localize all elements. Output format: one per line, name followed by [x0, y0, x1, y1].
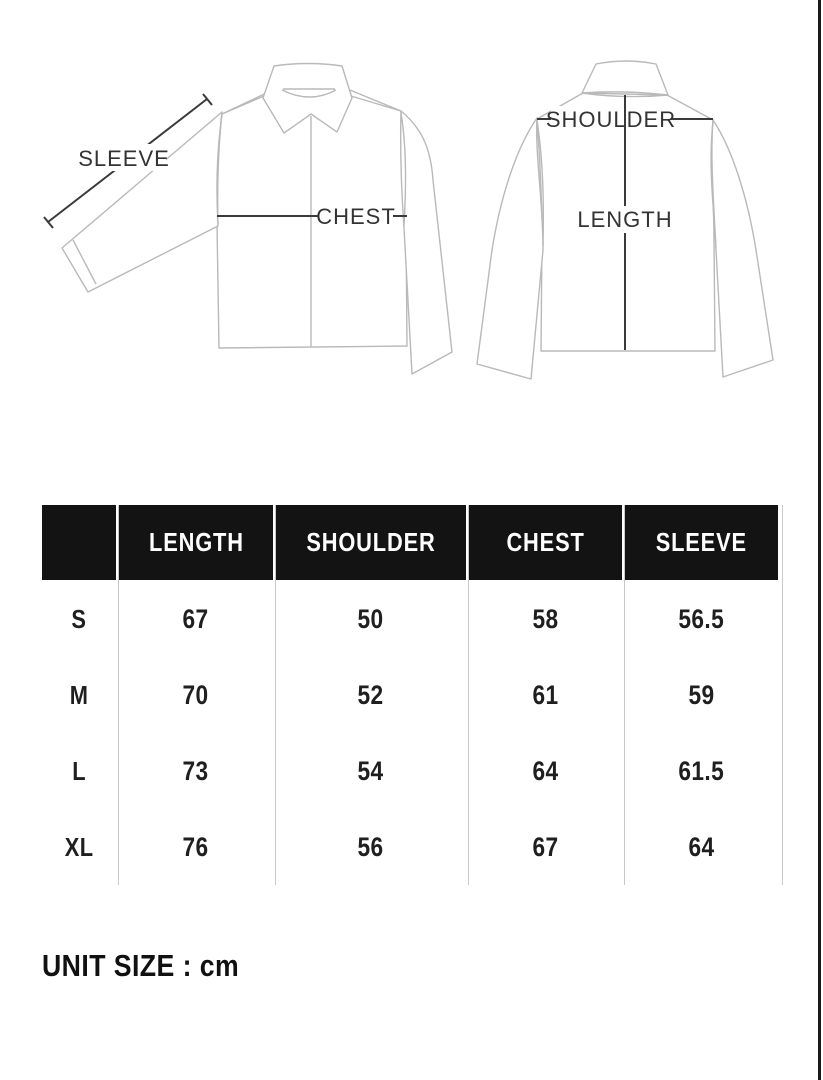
column-divider	[782, 505, 783, 885]
column-divider	[117, 505, 119, 885]
column-header-chest: CHEST	[469, 505, 622, 580]
length-label-backdrop	[584, 206, 666, 233]
value-cell: 59	[688, 679, 715, 710]
shoulder-label: SHOULDER	[546, 107, 676, 132]
value-cell: 61	[532, 679, 559, 710]
value-cell: 54	[357, 755, 385, 786]
value-cell: 56.5	[678, 603, 725, 634]
page-edge-line	[818, 0, 821, 1080]
column-header-shoulder: SHOULDER	[276, 505, 466, 580]
garment-measurement-diagram: SLEEVE CHEST SHOULDER	[43, 60, 774, 380]
front-jacket-drawing: SLEEVE CHEST	[43, 62, 453, 375]
value-cell: 50	[357, 603, 385, 634]
column-divider	[623, 505, 625, 885]
size-cell: M	[69, 679, 89, 710]
sleeve-label: SLEEVE	[78, 146, 170, 171]
length-label: LENGTH	[577, 207, 672, 232]
chest-label: CHEST	[316, 204, 396, 229]
shoulder-label-backdrop	[551, 106, 671, 133]
value-cell: 64	[688, 831, 715, 862]
column-header-length: LENGTH	[119, 505, 273, 580]
value-cell: 70	[182, 679, 210, 710]
column-divider	[274, 505, 276, 885]
size-cell: XL	[64, 831, 94, 862]
column-header-sleeve: SLEEVE	[625, 505, 778, 580]
value-cell: 67	[532, 831, 559, 862]
unit-note: UNIT SIZE : cm	[42, 948, 240, 983]
value-cell: 61.5	[678, 755, 725, 786]
value-cell: 52	[357, 679, 385, 710]
value-cell: 73	[182, 755, 210, 786]
back-jacket-drawing: SHOULDER LENGTH	[476, 60, 774, 380]
value-cell: 58	[532, 603, 559, 634]
value-cell: 56	[357, 831, 385, 862]
value-cell: 76	[182, 831, 210, 862]
size-cell: L	[72, 755, 86, 786]
column-divider	[467, 505, 469, 885]
sleeve-label-backdrop	[82, 144, 166, 171]
value-cell: 64	[532, 755, 559, 786]
size-cell: S	[71, 603, 87, 634]
size-column-header	[42, 505, 116, 580]
size-chart-table: LENGTH SHOULDER CHEST SLEEVE S 67 50 58	[42, 505, 783, 885]
value-cell: 67	[182, 603, 210, 634]
